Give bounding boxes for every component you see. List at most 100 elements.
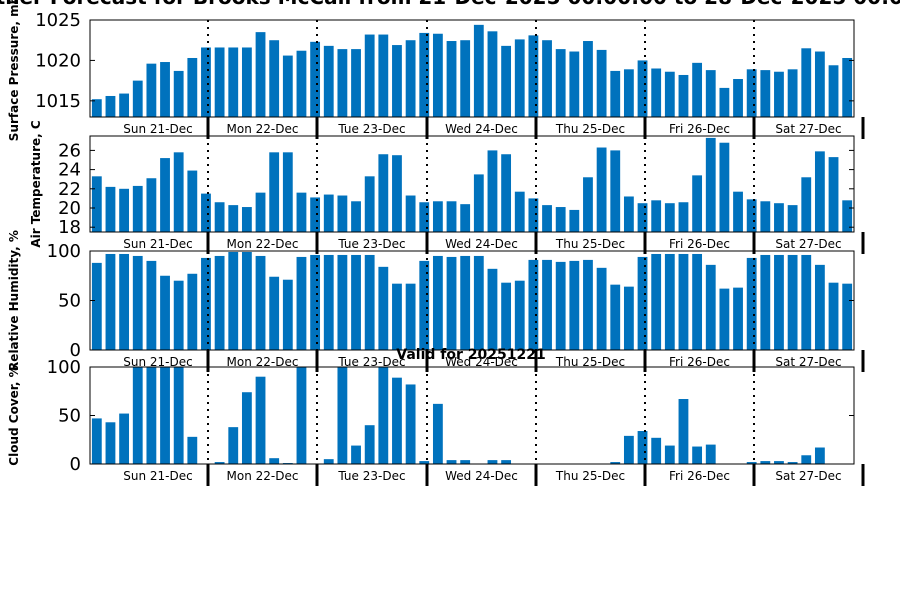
bar xyxy=(105,253,116,350)
bar xyxy=(542,205,552,232)
bar xyxy=(132,367,143,464)
bar xyxy=(774,461,784,464)
bar xyxy=(460,460,471,464)
day-label: Sat 27-Dec xyxy=(775,122,841,136)
bar xyxy=(746,462,757,464)
bar xyxy=(814,264,825,350)
y-tick-label: 0 xyxy=(70,340,81,361)
bar xyxy=(569,51,580,117)
bar xyxy=(132,80,143,118)
chart-title: Weather Forecast for Brooks McCall from … xyxy=(0,0,900,9)
bar xyxy=(528,198,539,232)
bar xyxy=(228,47,239,118)
bar xyxy=(542,259,552,350)
bar xyxy=(323,45,334,118)
bar xyxy=(719,288,730,350)
day-label: Mon 22-Dec xyxy=(227,237,299,251)
panel-cloud-cover: 0 50 100 Cloud Cover, % Sun 21-Dec Mon 22-Dec… xyxy=(7,357,865,486)
bar xyxy=(91,99,102,117)
bar xyxy=(610,150,621,232)
bar xyxy=(760,201,771,232)
bar xyxy=(801,455,812,464)
bar xyxy=(323,254,334,350)
bar xyxy=(310,41,321,117)
bar xyxy=(664,253,675,350)
plot-frame xyxy=(89,135,855,233)
bar xyxy=(787,254,798,350)
bar xyxy=(774,203,784,232)
bar xyxy=(351,49,361,117)
bar xyxy=(255,255,266,350)
bar xyxy=(405,384,416,464)
bar xyxy=(187,170,198,232)
bar xyxy=(337,195,348,232)
bar xyxy=(514,39,525,117)
bar xyxy=(842,57,853,117)
bar xyxy=(323,459,334,464)
bar xyxy=(132,255,143,350)
bar xyxy=(473,255,484,350)
bar xyxy=(678,399,689,464)
y-tick-label: 1025 xyxy=(35,10,81,31)
day-label: Fri 26-Dec xyxy=(669,355,730,369)
bar xyxy=(173,280,184,350)
panel-relative-humidity: 0 50 100 Relative Humidity, % Sun 21-Dec Mon … xyxy=(7,230,865,372)
bar xyxy=(555,49,566,117)
bar xyxy=(419,260,430,350)
day-label: Mon 22-Dec xyxy=(227,355,299,369)
bar xyxy=(473,174,484,232)
bar xyxy=(173,70,184,117)
bar xyxy=(460,40,471,117)
bar xyxy=(282,279,293,350)
bar xyxy=(787,69,798,117)
bar xyxy=(596,267,607,350)
day-label: Sun 21-Dec xyxy=(123,122,192,136)
bar xyxy=(801,48,812,117)
bar xyxy=(637,256,648,350)
y-axis-label: Air Temperature, C xyxy=(29,120,43,248)
bar xyxy=(473,24,484,118)
bar xyxy=(692,446,703,464)
bar xyxy=(91,176,102,232)
bar xyxy=(378,34,389,117)
bar xyxy=(596,49,607,117)
bar xyxy=(201,257,211,350)
bar xyxy=(678,253,689,350)
bar xyxy=(664,203,675,232)
bar xyxy=(187,273,198,350)
bar xyxy=(296,192,307,232)
day-label: Wed 24-Dec xyxy=(445,355,518,369)
bar xyxy=(119,188,130,232)
day-label: Thu 25-Dec xyxy=(555,469,625,483)
bar xyxy=(610,462,621,464)
bar xyxy=(228,205,239,232)
bar xyxy=(596,147,607,232)
bar xyxy=(623,286,634,350)
day-label: Sun 21-Dec xyxy=(123,469,192,483)
y-tick-label: 50 xyxy=(58,291,81,312)
bar xyxy=(392,155,402,232)
bar xyxy=(460,255,471,350)
bar xyxy=(419,461,430,464)
bar xyxy=(828,282,839,350)
bar xyxy=(733,287,743,350)
day-label: Mon 22-Dec xyxy=(227,469,299,483)
bar xyxy=(201,193,211,232)
bar xyxy=(528,35,539,117)
bar xyxy=(842,283,853,350)
bar xyxy=(651,200,662,232)
bar xyxy=(146,260,157,350)
bar xyxy=(760,254,771,350)
day-label: Thu 25-Dec xyxy=(555,355,625,369)
bar xyxy=(378,266,389,350)
bar xyxy=(623,69,634,117)
bar xyxy=(692,175,703,232)
bar xyxy=(119,93,130,117)
bar xyxy=(105,95,116,117)
bar xyxy=(542,40,552,117)
bar xyxy=(160,158,170,232)
bar xyxy=(637,431,648,464)
bar xyxy=(269,152,280,232)
